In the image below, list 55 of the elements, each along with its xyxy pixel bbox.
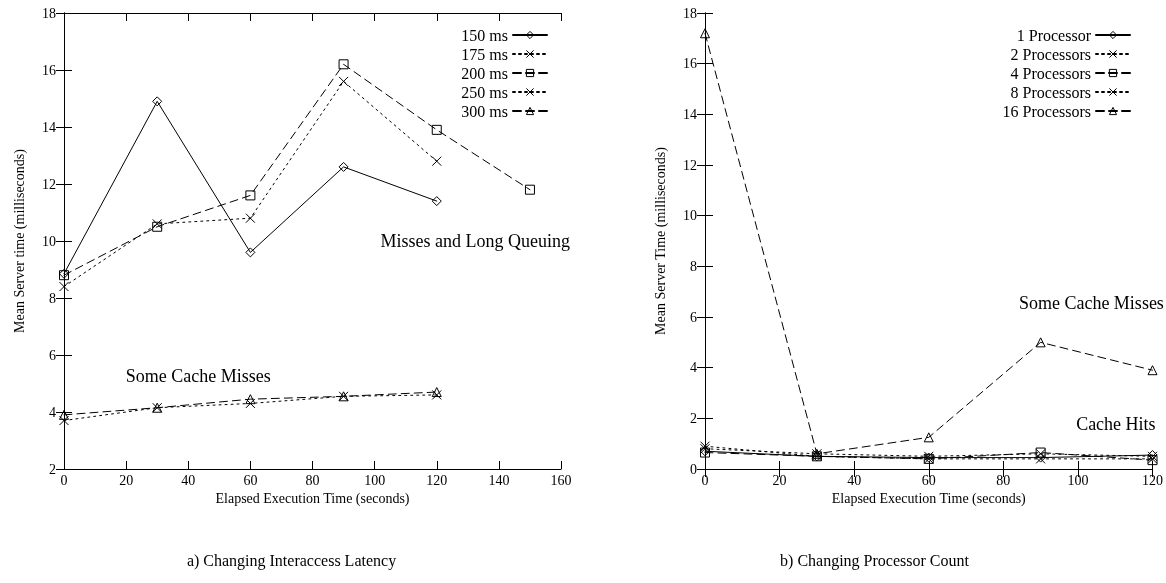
y-tick-label: 12	[42, 176, 56, 192]
x-tick-label: 40	[847, 472, 862, 488]
y-tick-label: 18	[42, 5, 56, 21]
y-tick-label: 4	[49, 404, 56, 420]
legend-label: 1 Processor	[1016, 26, 1092, 44]
x-tick-label: 60	[921, 472, 936, 488]
x-tick-label: 120	[426, 472, 448, 488]
x-tick-label: 0	[701, 472, 709, 488]
x-tick-label: 80	[305, 472, 320, 488]
y-tick-label: 14	[683, 106, 697, 122]
y-tick-label: 6	[690, 309, 697, 325]
y-tick-label: 0	[690, 461, 697, 477]
x-axis-title: Elapsed Execution Time (seconds)	[831, 491, 1027, 508]
legend-label: 250 ms	[461, 83, 508, 101]
x-tick-label: 140	[488, 472, 510, 488]
y-tick-label: 2	[690, 410, 697, 426]
x-tick-label: 120	[1142, 472, 1163, 488]
x-tick-label: 20	[119, 472, 134, 488]
x-tick-label: 160	[550, 472, 572, 488]
y-tick-label: 10	[42, 233, 56, 249]
y-tick-label: 16	[42, 62, 56, 78]
annotation: Cache Hits	[1076, 414, 1156, 435]
y-axis-title: Mean Server Time (milliseconds)	[652, 146, 669, 335]
legend-label: 8 Processors	[1010, 83, 1091, 101]
annotation: Misses and Long Queuing	[380, 230, 570, 251]
text: b) Changing Processor Count	[780, 551, 970, 570]
x-tick-label: 60	[243, 472, 258, 488]
y-axis-title: Mean Server time (milliseconds)	[11, 148, 28, 333]
x-tick-label: 100	[1067, 472, 1089, 488]
annotation: Some Cache Misses	[1018, 293, 1164, 314]
y-tick-label: 12	[683, 157, 697, 173]
legend-label: 4 Processors	[1010, 64, 1091, 82]
legend-label: 200 ms	[461, 64, 508, 82]
legend-label: 2 Processors	[1010, 45, 1091, 63]
y-tick-label: 10	[683, 208, 697, 224]
legend-label: 175 ms	[461, 45, 508, 63]
y-tick-label: 14	[42, 119, 56, 135]
text: a) Changing Interaccess Latency	[186, 551, 397, 570]
y-tick-label: 18	[683, 5, 697, 21]
x-tick-label: 20	[772, 472, 787, 488]
y-tick-label: 8	[49, 290, 56, 306]
y-tick-label: 16	[683, 56, 697, 72]
y-tick-label: 6	[49, 347, 56, 363]
x-tick-label: 100	[364, 472, 386, 488]
legend-label: 16 Processors	[1002, 102, 1091, 120]
x-axis-title: Elapsed Execution Time (seconds)	[215, 491, 410, 508]
y-tick-label: 2	[49, 461, 56, 477]
annotation: Some Cache Misses	[125, 366, 271, 387]
x-tick-label: 0	[60, 472, 68, 488]
x-tick-label: 80	[996, 472, 1011, 488]
y-tick-label: 8	[690, 258, 697, 274]
legend-label: 300 ms	[461, 102, 508, 120]
y-tick-label: 4	[690, 360, 697, 376]
x-tick-label: 40	[181, 472, 196, 488]
legend-label: 150 ms	[461, 26, 508, 44]
